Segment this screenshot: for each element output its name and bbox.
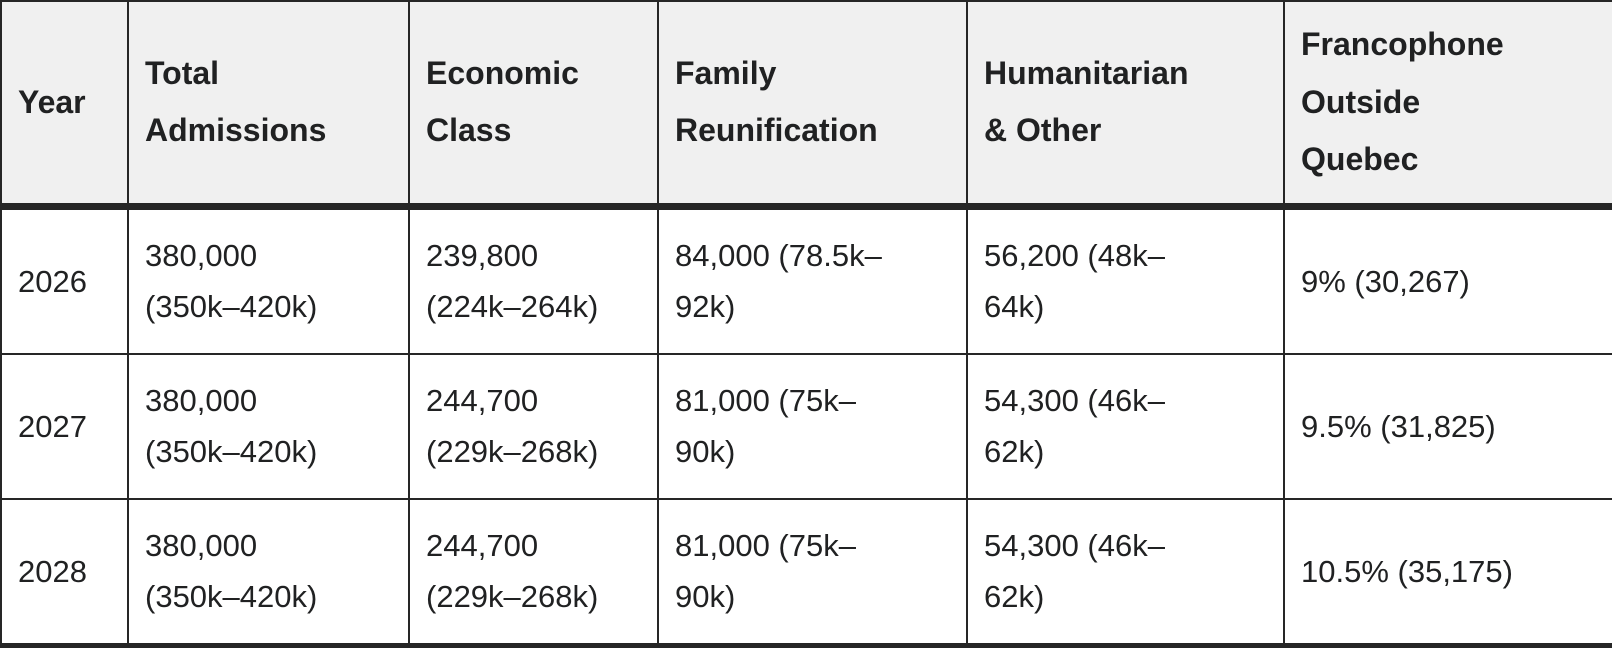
cell-2026-humanitarian-other: 56,200 (48k– 64k) [966,205,1285,355]
cell-2026-year: 2026 [0,205,129,355]
cell-2026-economic-class: 239,800 (224k–264k) [408,205,659,355]
cell-2026-total-admissions: 380,000 (350k–420k) [127,205,410,355]
cell-2027-total-admissions: 380,000 (350k–420k) [127,352,410,500]
column-header-humanitarian-other: Humanitarian & Other [966,0,1285,210]
cell-2028-francophone: 10.5% (35,175) [1283,497,1612,647]
cell-2027-family-reunification: 81,000 (75k– 90k) [657,352,968,500]
table-row-2027: 2027 380,000 (350k–420k) 244,700 (229k–2… [0,352,1612,500]
column-header-economic-class: Economic Class [408,0,659,210]
table-body: 2026 380,000 (350k–420k) 239,800 (224k–2… [0,205,1612,647]
cell-2027-francophone: 9.5% (31,825) [1283,352,1612,500]
table-row-2028: 2028 380,000 (350k–420k) 244,700 (229k–2… [0,497,1612,647]
cell-2027-humanitarian-other: 54,300 (46k– 62k) [966,352,1285,500]
cell-2028-economic-class: 244,700 (229k–268k) [408,497,659,647]
table-header: Year Total Admissions Economic Class Fam… [0,0,1612,210]
column-header-year: Year [0,0,129,210]
column-header-total-admissions: Total Admissions [127,0,410,210]
cell-2028-humanitarian-other: 54,300 (46k– 62k) [966,497,1285,647]
column-header-francophone-outside-quebec: Francophone Outside Quebec [1283,0,1612,210]
cell-2028-total-admissions: 380,000 (350k–420k) [127,497,410,647]
cell-2028-family-reunification: 81,000 (75k– 90k) [657,497,968,647]
cell-2027-year: 2027 [0,352,129,500]
header-row: Year Total Admissions Economic Class Fam… [0,0,1612,210]
column-header-family-reunification: Family Reunification [657,0,968,210]
table-row-2026: 2026 380,000 (350k–420k) 239,800 (224k–2… [0,205,1612,355]
cell-2028-year: 2028 [0,497,129,647]
cell-2026-francophone: 9% (30,267) [1283,205,1612,355]
cell-2027-economic-class: 244,700 (229k–268k) [408,352,659,500]
cell-2026-family-reunification: 84,000 (78.5k– 92k) [657,205,968,355]
admissions-table: Year Total Admissions Economic Class Fam… [0,0,1612,648]
